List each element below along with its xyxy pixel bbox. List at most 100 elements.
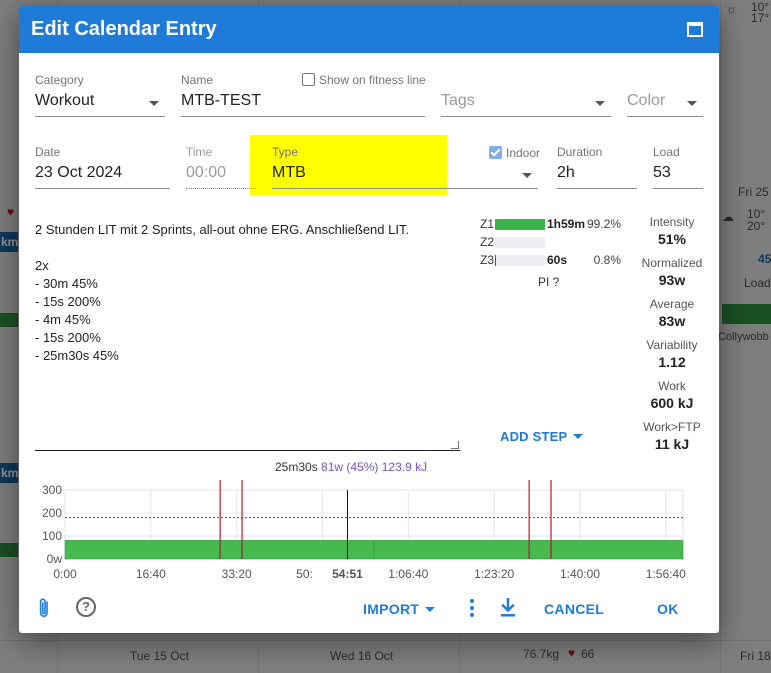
description-line: - 15s 200% bbox=[35, 330, 101, 345]
zone-bar-track bbox=[495, 219, 545, 230]
zone-percent: 99.2% bbox=[586, 217, 621, 231]
sprint-step-bar bbox=[219, 480, 221, 559]
time-input[interactable]: Time 00:00 bbox=[186, 145, 256, 189]
metric-value: 600 kJ bbox=[650, 395, 694, 411]
description-line: - 30m 45% bbox=[35, 276, 98, 291]
metric-work-ftp: Work>FTP 11 kJ bbox=[633, 420, 711, 461]
x-tick-label: 50: bbox=[296, 567, 313, 581]
bg-label: Collywobb bbox=[718, 331, 769, 343]
day-label: Tue 15 Oct bbox=[130, 649, 189, 663]
zone-breakdown: Z1 1h59m 99.2% Z2 Z3 60s 0.8% bbox=[477, 215, 627, 269]
hover-power: 81w (45%) 123.9 kJ bbox=[321, 460, 428, 474]
zone-row: Z2 bbox=[477, 233, 627, 251]
workout-step-bar bbox=[373, 540, 529, 560]
indoor-label: Indoor bbox=[506, 146, 541, 160]
zone-time: 1h59m bbox=[547, 217, 586, 231]
description-line: - 4m 45% bbox=[35, 312, 91, 327]
show-on-fitness-label: Show on fitness line bbox=[319, 73, 426, 87]
x-tick-label: 33:20 bbox=[222, 567, 252, 581]
maximize-icon[interactable] bbox=[687, 22, 703, 37]
help-icon[interactable]: ? bbox=[76, 597, 96, 617]
tags-select[interactable]: Tags bbox=[441, 73, 611, 117]
field-underline bbox=[186, 188, 256, 189]
calendar-column-line bbox=[720, 0, 721, 673]
cancel-button[interactable]: CANCEL bbox=[544, 601, 605, 617]
description-textarea[interactable]: 2 Stunden LIT mit 2 Sprints, all-out ohn… bbox=[35, 221, 460, 451]
heart-icon: ♥ bbox=[7, 205, 15, 219]
category-select[interactable]: Category Workout bbox=[35, 73, 165, 117]
zone-bar-track bbox=[495, 255, 545, 266]
type-value: MTB bbox=[272, 164, 306, 181]
weather-temp: 17° bbox=[751, 11, 770, 25]
y-tick-label: 200 bbox=[42, 506, 62, 520]
field-underline bbox=[272, 188, 538, 189]
indoor-checkbox[interactable]: Indoor bbox=[489, 146, 540, 160]
show-on-fitness-checkbox[interactable]: Show on fitness line bbox=[302, 73, 426, 87]
duration-input[interactable]: Duration 2h bbox=[557, 145, 637, 189]
name-input[interactable]: Name MTB-TEST bbox=[181, 73, 425, 117]
metric-label: Intensity bbox=[649, 215, 695, 229]
type-highlight bbox=[250, 135, 447, 195]
workout-step-bar bbox=[220, 540, 242, 560]
weather-cloud-icon: ☁ bbox=[722, 210, 734, 224]
date-input[interactable]: Date 23 Oct 2024 bbox=[35, 145, 170, 189]
more-vertical-icon[interactable] bbox=[470, 599, 474, 620]
field-underline bbox=[653, 188, 703, 189]
load-input[interactable]: Load 53 bbox=[653, 145, 703, 189]
category-label: Category bbox=[35, 73, 84, 87]
add-step-button[interactable]: ADD STEP bbox=[500, 429, 584, 444]
metric-value: 83w bbox=[658, 313, 686, 329]
date-value: 23 Oct 2024 bbox=[35, 164, 123, 181]
sprint-step-bar bbox=[241, 480, 243, 559]
import-button[interactable]: IMPORT bbox=[363, 601, 436, 617]
time-placeholder: 00:00 bbox=[186, 164, 227, 181]
download-icon[interactable] bbox=[499, 598, 517, 618]
checkbox-checked-icon bbox=[489, 146, 502, 159]
category-value: Workout bbox=[35, 92, 95, 109]
hr-value: 66 bbox=[581, 647, 595, 661]
color-select[interactable]: Color bbox=[627, 73, 703, 117]
attachment-icon[interactable] bbox=[37, 597, 51, 619]
metric-normalized: Normalized 93w bbox=[633, 256, 711, 297]
edit-calendar-entry-dialog: Edit Calendar Entry Category Workout Nam… bbox=[19, 5, 719, 633]
zone-bar-tick bbox=[495, 255, 496, 266]
zone-row: Z3 60s 0.8% bbox=[477, 251, 627, 269]
weight-value: 76.7kg bbox=[523, 647, 560, 661]
field-underline bbox=[35, 116, 165, 117]
sprint-step-bar bbox=[550, 480, 552, 559]
workout-step-bar bbox=[64, 540, 220, 560]
resize-handle-icon[interactable] bbox=[451, 441, 459, 449]
metric-value: 93w bbox=[658, 272, 686, 288]
bg-green-bar bbox=[0, 313, 18, 327]
zone-label: Z2 bbox=[480, 235, 495, 249]
y-tick-label: 300 bbox=[42, 483, 62, 497]
workout-metrics: Intensity 51% Normalized 93w Average 83w Va… bbox=[633, 215, 711, 461]
load-label: Load bbox=[653, 145, 680, 159]
x-tick-label: 1:23:20 bbox=[474, 567, 514, 581]
metric-variability: Variability 1.12 bbox=[633, 338, 711, 379]
dialog-header: Edit Calendar Entry bbox=[19, 5, 719, 53]
ok-button[interactable]: OK bbox=[657, 601, 679, 617]
chevron-down-icon bbox=[687, 101, 697, 106]
weather-temp: 10° bbox=[751, 0, 770, 14]
day-label: Fri 18 bbox=[740, 649, 771, 663]
metric-value: 11 kJ bbox=[654, 436, 690, 452]
field-underline bbox=[627, 116, 703, 117]
day-label: Wed 16 Oct bbox=[330, 649, 394, 663]
workout-step-bar bbox=[529, 540, 551, 560]
zone-percent: 0.8% bbox=[593, 253, 621, 267]
weather-temp: 10° bbox=[747, 207, 766, 221]
workout-power-chart[interactable]: 300 200 100 0w0:00 16:40 33:20 50: 54:51 1:06:40… bbox=[19, 475, 719, 583]
field-underline bbox=[557, 188, 637, 189]
heart-icon: ♥ bbox=[568, 646, 576, 660]
bg-value: 45 bbox=[758, 252, 771, 266]
chevron-down-icon bbox=[522, 173, 532, 178]
field-underline bbox=[35, 188, 170, 189]
type-select[interactable]: Type MTB bbox=[272, 145, 538, 189]
chart-hover-caption: 25m30s 81w (45%) 123.9 kJ bbox=[275, 460, 427, 474]
type-label: Type bbox=[272, 145, 299, 159]
field-spacer bbox=[627, 73, 703, 87]
bg-green-bar bbox=[0, 543, 18, 557]
bg-load-bars bbox=[722, 304, 771, 324]
bg-label: Load bbox=[744, 276, 771, 290]
